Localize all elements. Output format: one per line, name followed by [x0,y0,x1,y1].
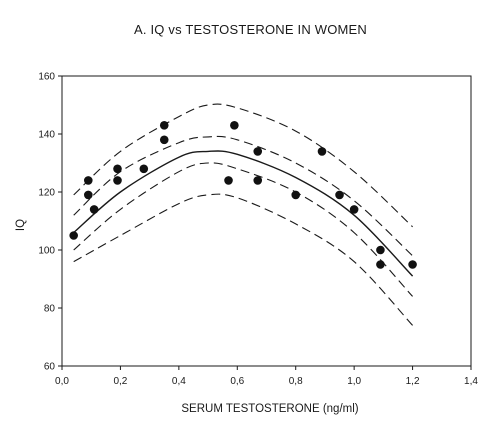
data-point [83,176,93,185]
plot-area-frame [61,75,472,367]
y-tick-label: 80 [44,304,56,315]
chart-title: A. IQ vs TESTOSTERONE IN WOMEN [133,22,368,37]
data-point [291,190,301,200]
data-point [224,176,233,185]
x-tick-label: 1,2 [406,376,420,387]
data-point [317,147,327,156]
data-point [159,135,169,145]
y-tick-label: 160 [38,72,55,83]
data-point [408,260,417,269]
data-point [139,164,149,174]
points-layer [69,121,417,269]
x-tick-label: 1,4 [464,376,478,387]
x-tick-label: 0,2 [113,376,127,387]
data-point [230,121,239,130]
x-tick-label: 0,4 [172,376,186,387]
y-tick-label: 60 [44,362,56,373]
inner-confidence-upper-curve [73,135,413,257]
prediction-lower-curve [73,193,414,326]
x-tick-label: 0,0 [55,376,69,387]
prediction-upper-curve [73,103,413,228]
x-tick-label: 1,0 [347,376,361,387]
x-tick-label: 0,6 [230,376,244,387]
y-axis-label: IQ [15,219,27,231]
data-point [89,205,99,214]
data-point [349,205,359,214]
data-point [113,176,122,185]
x-tick-label: 0,8 [289,376,303,387]
curves-layer [73,103,414,326]
data-point [113,164,122,174]
data-point [83,190,93,200]
x-axis: 0,0 0,2 0,4 0,6 0,8 1,0 1,2 1,4 [55,366,478,387]
data-point [335,190,344,200]
data-point [253,176,263,185]
fit-curve [73,150,414,277]
data-point [159,121,169,130]
data-point [376,245,385,255]
data-point [376,260,385,269]
y-tick-label: 140 [38,130,55,141]
inner-confidence-lower-curve [73,162,414,297]
x-axis-label: SERUM TESTOSTERONE (ng/ml) [181,403,358,415]
y-axis: 60 80 100 120 140 160 [38,72,62,373]
data-point [69,231,78,240]
y-tick-label: 100 [38,246,55,257]
data-point [253,147,263,156]
y-tick-label: 120 [38,188,55,199]
